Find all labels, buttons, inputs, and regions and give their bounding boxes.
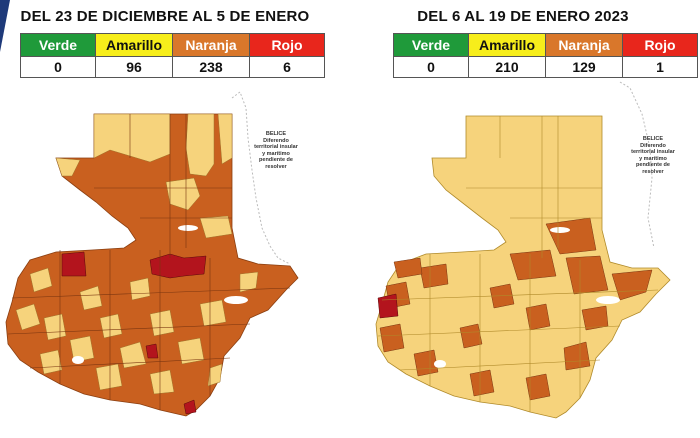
orange-region <box>565 255 609 295</box>
orange-region <box>393 257 423 279</box>
legend-naranja-label: Naranja <box>172 33 250 57</box>
yellow-region <box>99 313 123 339</box>
corner-accent <box>0 0 10 52</box>
belize-outline <box>231 91 291 265</box>
legend-amarillo-value: 210 <box>468 56 546 78</box>
yellow-region <box>119 341 147 369</box>
right-panel: DEL 6 AL 19 DE ENERO 2023 Verde Amarillo… <box>350 0 700 438</box>
orange-region <box>525 303 551 331</box>
orange-region <box>525 373 551 401</box>
left-guatemala-map <box>5 91 299 417</box>
yellow-region <box>43 313 67 341</box>
yellow-region <box>29 267 53 293</box>
orange-region <box>413 349 439 377</box>
right-legend-table: Verde Amarillo Naranja Rojo 0 210 129 1 <box>393 33 698 78</box>
left-panel: DEL 23 DE DICIEMBRE AL 5 DE ENERO Verde … <box>5 8 325 417</box>
left-belize-note: BELICE Diferendo territorial insular y m… <box>254 131 298 170</box>
municipal-borders <box>7 114 291 410</box>
orange-region <box>489 283 515 309</box>
right-belize-note: BELICE Diferendo territorial insular y m… <box>631 136 675 175</box>
yellow-region <box>199 299 227 327</box>
yellow-region <box>165 177 201 211</box>
yellow-region <box>177 337 205 365</box>
yellow-region <box>15 303 41 331</box>
yellow-region <box>185 113 215 177</box>
lake <box>434 360 446 368</box>
right-panel-title: DEL 6 AL 19 DE ENERO 2023 <box>417 8 629 25</box>
yellow-region <box>149 369 175 395</box>
lake <box>550 227 570 233</box>
legend-verde-value: 0 <box>393 56 469 78</box>
yellow-region <box>55 157 81 177</box>
red-region <box>183 399 197 415</box>
municipal-borders <box>377 116 659 412</box>
yellow-region <box>217 113 233 165</box>
orange-region <box>509 249 557 281</box>
yellow-region <box>207 363 223 387</box>
legend-naranja-value: 129 <box>545 56 623 78</box>
orange-region <box>581 305 609 331</box>
belize-outline <box>619 81 655 249</box>
yellow-region <box>199 215 233 239</box>
red-region <box>149 253 207 279</box>
yellow-region <box>95 363 123 391</box>
legend-verde-label: Verde <box>20 33 96 57</box>
orange-region <box>563 341 591 371</box>
yellow-region <box>39 349 63 375</box>
orange-region <box>419 263 449 289</box>
yellow-region <box>69 335 95 363</box>
orange-region <box>379 323 405 353</box>
lake <box>224 296 248 304</box>
legend-verde-value: 0 <box>20 56 96 78</box>
legend-amarillo-label: Amarillo <box>95 33 173 57</box>
orange-region <box>545 217 597 255</box>
left-legend-table: Verde Amarillo Naranja Rojo 0 96 238 6 <box>20 33 325 78</box>
legend-rojo-value: 1 <box>622 56 698 78</box>
legend-naranja-label: Naranja <box>545 33 623 57</box>
legend-naranja-value: 238 <box>172 56 250 78</box>
lake <box>596 296 620 304</box>
lake <box>178 225 198 231</box>
lake <box>72 356 84 364</box>
legend-verde-label: Verde <box>393 33 469 57</box>
yellow-region <box>239 271 259 293</box>
legend-amarillo-label: Amarillo <box>468 33 546 57</box>
legend-rojo-label: Rojo <box>622 33 698 57</box>
yellow-region <box>79 285 103 311</box>
yellow-region <box>149 309 175 337</box>
orange-region <box>469 369 495 397</box>
legend-rojo-label: Rojo <box>249 33 325 57</box>
red-region <box>61 251 87 277</box>
right-guatemala-map <box>375 81 671 419</box>
orange-region <box>459 323 483 349</box>
yellow-region <box>129 277 151 301</box>
left-panel-title: DEL 23 DE DICIEMBRE AL 5 DE ENERO <box>20 8 310 25</box>
legend-amarillo-value: 96 <box>95 56 173 78</box>
legend-rojo-value: 6 <box>249 56 325 78</box>
red-region <box>377 293 399 319</box>
red-region <box>145 343 159 359</box>
